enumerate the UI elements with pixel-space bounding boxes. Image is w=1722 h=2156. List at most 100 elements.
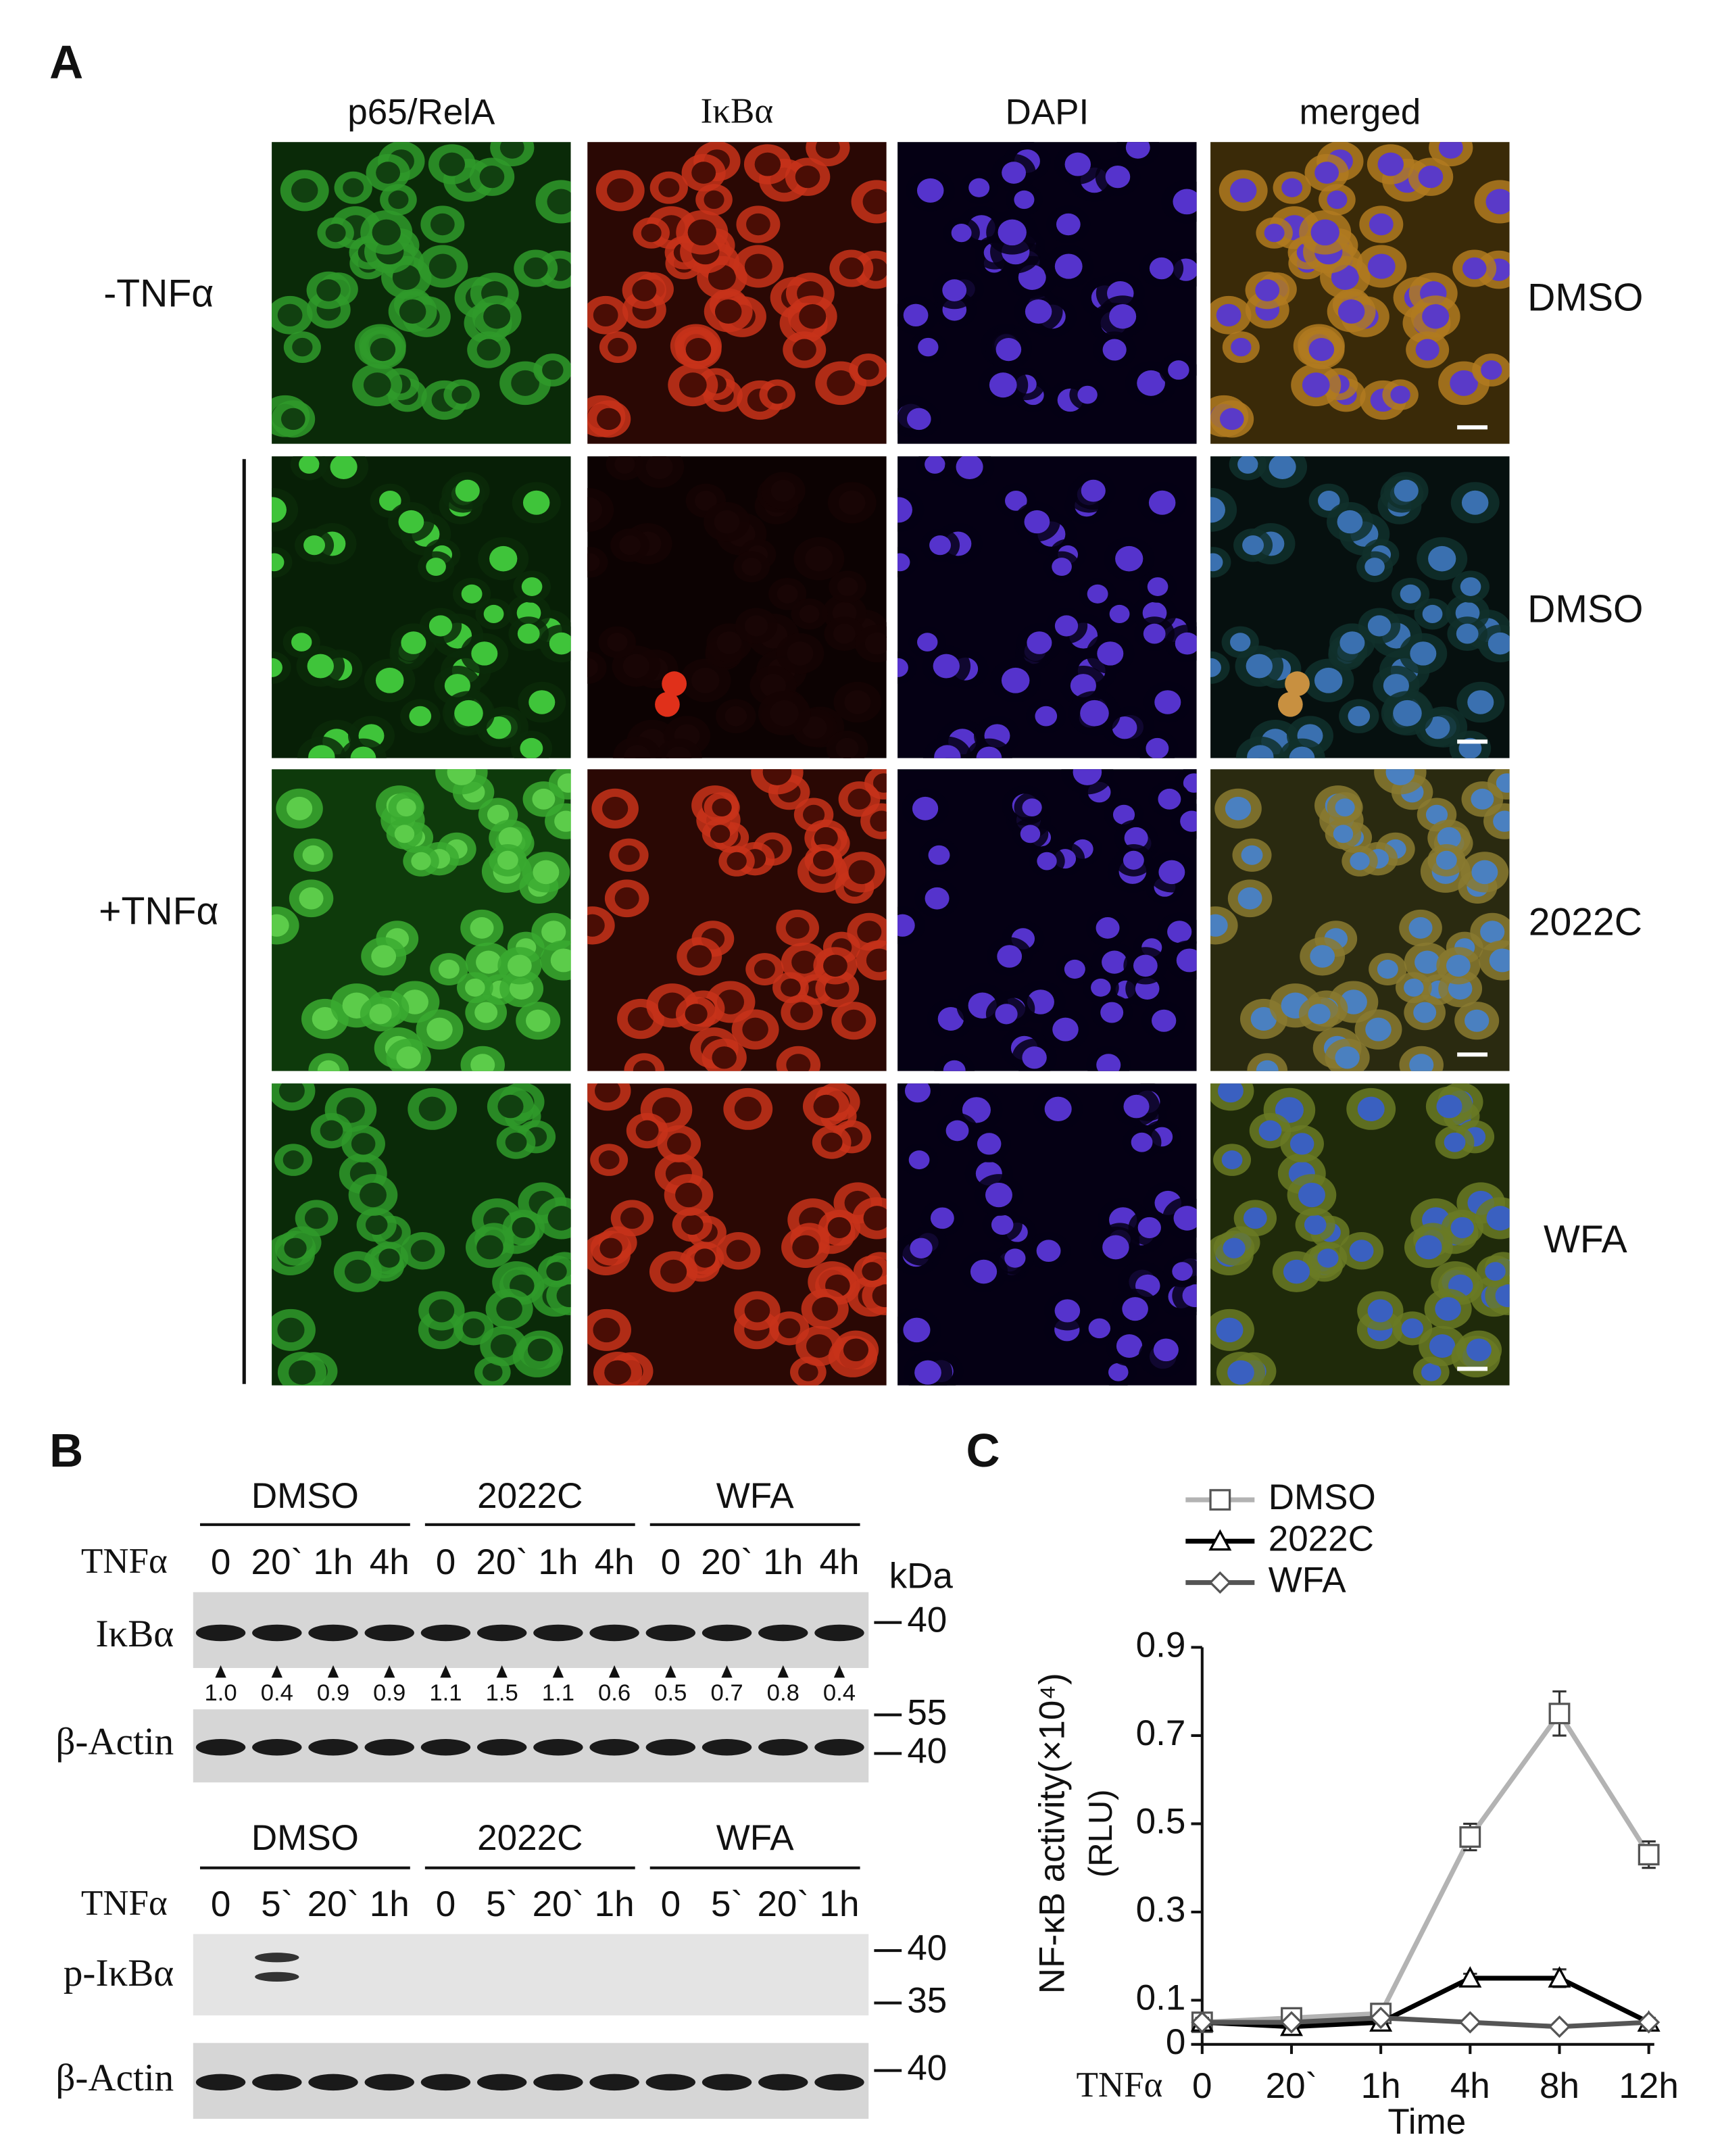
nucleus [777,584,798,604]
legend-marker [1208,1571,1231,1594]
x-tick-label: 0 [1192,2066,1212,2106]
nucleus [410,1240,435,1263]
nucleus [710,825,731,843]
nucleus [1088,1318,1111,1339]
nucleus [1413,1002,1437,1023]
nucleus [1097,641,1124,666]
nucleus [820,1132,843,1152]
lane-label: 20` [308,1884,360,1924]
lane-label: 0 [661,1542,681,1582]
nucleus [344,1259,372,1284]
nucleus [712,798,732,816]
nucleus [814,827,838,849]
nucleus [951,223,972,243]
nucleus [906,408,931,431]
micrograph [897,769,1197,1071]
nucleus [1020,825,1041,843]
nucleus [1450,370,1478,396]
nucleus [1036,1240,1061,1263]
nucleus [479,165,505,189]
nucleus [308,745,335,758]
nucleus [1237,456,1258,474]
band [814,1624,864,1642]
nucleus [1450,1217,1474,1239]
nucleus [1258,1120,1282,1142]
point [1369,2007,1392,2030]
nucleus [1001,667,1030,693]
nucleus [778,1318,801,1339]
nucleus [724,706,747,727]
nucleus [428,1299,455,1323]
nucleus [497,1094,524,1119]
quantification: 0.7 [710,1680,743,1706]
nucleus [770,700,799,727]
treatment-label: TNFα [81,1884,168,1923]
quantification: 0.4 [261,1680,293,1706]
point [1638,1844,1660,1866]
nucleus [372,219,401,246]
nucleus [1108,1363,1129,1381]
nucleus [1304,1215,1327,1235]
nucleus [1168,360,1189,380]
nucleus [299,887,324,910]
nucleus [284,1238,307,1258]
band [420,1739,471,1756]
nucleus [1154,690,1181,714]
lane-label: 20` [757,1884,809,1924]
nucleus [549,632,571,655]
band [533,1624,583,1642]
nucleus [1225,796,1252,820]
nucleus [1357,1096,1385,1122]
lane-label: 4h [370,1542,410,1582]
nucleus [604,1360,631,1385]
nucleus [695,491,717,511]
nucleus [1302,372,1330,398]
nucleus [1052,558,1072,577]
nucleus [1242,535,1264,556]
nucleus [388,190,409,210]
band [814,1739,864,1756]
marker-label: 35 [907,1981,947,2021]
nucleus [1461,490,1489,515]
nucleus [1425,804,1448,825]
nucleus [496,1297,522,1321]
nucleus [376,162,401,184]
nucleus [312,1007,339,1031]
nucleus [1143,623,1166,644]
nucleus [316,279,341,301]
lane-label: 20` [476,1542,528,1582]
x-tick-label: 20` [1266,2066,1318,2106]
nucleus [1444,1132,1466,1152]
nucleus [1167,921,1192,944]
nucleus [1087,584,1108,604]
nucleus [1485,189,1510,215]
nucleus [599,1238,622,1258]
nucleus [483,604,504,623]
micrograph [587,456,887,758]
nucleus [1217,1083,1244,1103]
nucleus [704,190,724,210]
nucleus [908,1150,930,1170]
lane-label: 1h [538,1542,578,1582]
band [255,1971,299,1982]
nucleus [375,667,404,693]
nucleus [943,1060,966,1071]
nucleus [272,914,289,937]
nucleus [430,213,455,236]
nucleus [714,299,742,324]
nucleus [542,360,564,380]
nucleus [598,1150,620,1170]
y-tick-label: 0.1 [1136,1978,1186,2018]
row-group-label: -TNFα [103,272,214,316]
nucleus [1125,142,1150,159]
nucleus [1404,978,1424,997]
nucleus [272,553,285,572]
band [308,1739,358,1756]
nucleus [1367,1299,1394,1323]
nucleus [925,887,950,910]
nucleus [462,1318,485,1339]
column-header: merged [1299,92,1421,132]
nucleus [679,372,707,398]
band [195,1624,246,1642]
